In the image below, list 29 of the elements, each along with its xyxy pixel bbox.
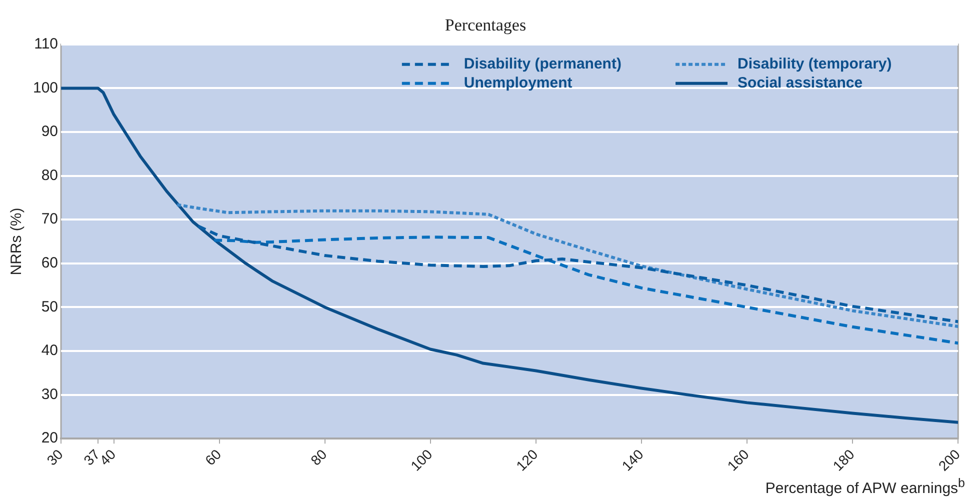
x-tick-label: 120 [512, 446, 541, 474]
line-series [212, 236, 958, 345]
y-tick-label: 80 [41, 166, 58, 184]
x-tick-label: 200 [935, 446, 964, 474]
y-tick-label: 40 [41, 342, 58, 360]
legend-label: Disability (permanent) [464, 56, 622, 73]
y-tick-label: 30 [41, 386, 58, 403]
y-tick-label: 50 [41, 298, 58, 316]
y-tick-label: 100 [32, 79, 58, 96]
x-tick-label: 140 [618, 446, 646, 474]
x-axis-title: Percentage of APW earnings$^{b}$ [765, 476, 965, 497]
x-tick-label: 80 [307, 446, 330, 468]
x-tick-label: 100 [407, 446, 436, 474]
x-tick-label: 160 [724, 446, 752, 474]
y-tick-label: 20 [41, 430, 58, 447]
y-tick-label: 60 [41, 254, 58, 272]
legend-label: Social assistance [738, 74, 863, 92]
y-tick-label: 110 [34, 36, 58, 53]
y-tick-label: 90 [41, 123, 58, 140]
line-series [196, 224, 958, 324]
x-tick-label: 60 [202, 446, 224, 468]
line-series [176, 203, 958, 328]
y-tick-label: 70 [41, 210, 58, 228]
x-tick-label: 37 [80, 446, 103, 468]
chart-title: Percentages [444, 16, 526, 35]
legend-label: Disability (temporary) [738, 56, 892, 73]
y-axis-title: NRRs (%) [8, 208, 26, 276]
x-tick-label: 180 [830, 446, 858, 474]
legend-label: Unemployment [464, 74, 572, 92]
